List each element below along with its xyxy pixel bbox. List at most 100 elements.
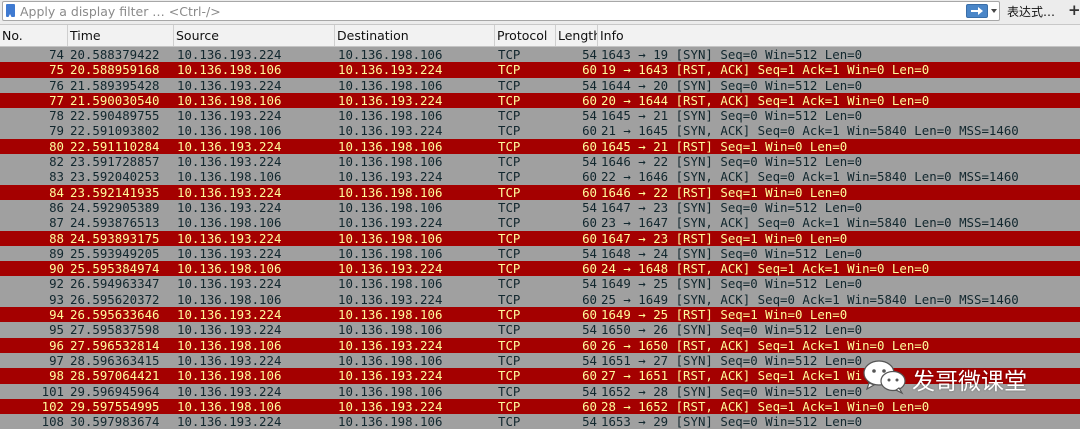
packet-row[interactable]: 97 28.596363415 10.136.193.224 10.136.198.1… xyxy=(0,352,1080,369)
packet-row[interactable]: 93 26.595620372 10.136.198.106 10.136.193.2… xyxy=(0,291,1080,308)
packet-row[interactable]: 102 29.597554995 10.136.198.106 10.136.193.… xyxy=(0,398,1080,415)
packet-number: 97 xyxy=(49,352,64,368)
packet-info: 21 → 1645 [SYN, ACK] Seq=0 Ack=1 Win=584… xyxy=(601,123,1019,139)
packet-source: 10.136.198.106 xyxy=(177,291,282,307)
packet-number: 84 xyxy=(49,184,64,200)
packet-protocol: TCP xyxy=(498,352,521,368)
packet-source: 10.136.193.224 xyxy=(177,154,282,170)
packet-row[interactable]: 82 23.591728857 10.136.193.224 10.136.198.1… xyxy=(0,154,1080,170)
packet-destination: 10.136.198.106 xyxy=(338,77,443,93)
column-header-length[interactable]: Length xyxy=(556,25,598,46)
packet-row[interactable]: 95 27.595837598 10.136.193.224 10.136.198.1… xyxy=(0,322,1080,338)
column-header-no[interactable]: No. xyxy=(0,25,68,46)
packet-number: 98 xyxy=(49,368,64,384)
packet-destination: 10.136.198.106 xyxy=(338,322,443,338)
packet-destination: 10.136.198.106 xyxy=(338,154,443,170)
packet-length: 60 xyxy=(582,337,597,353)
packet-row[interactable]: 108 30.597983674 10.136.193.224 10.136.198.… xyxy=(0,414,1080,429)
packet-info: 1644 → 20 [SYN] Seq=0 Win=512 Len=0 xyxy=(601,77,863,93)
display-filter-box[interactable] xyxy=(2,1,1000,21)
packet-number: 83 xyxy=(49,169,64,185)
bookmark-icon[interactable] xyxy=(6,4,15,18)
packet-info: 23 → 1647 [SYN, ACK] Seq=0 Ack=1 Win=584… xyxy=(601,215,1019,231)
packet-protocol: TCP xyxy=(498,199,521,215)
packet-source: 10.136.193.224 xyxy=(177,230,282,246)
packet-destination: 10.136.193.224 xyxy=(338,291,443,307)
packet-time: 20.588379422 xyxy=(70,47,160,62)
packet-row[interactable]: 101 29.596945964 10.136.193.224 10.136.198.… xyxy=(0,383,1080,399)
display-filter-toolbar: 表达式… + xyxy=(0,0,1080,25)
expression-button[interactable]: 表达式… xyxy=(1007,5,1056,19)
packet-info: 19 → 1643 [RST, ACK] Seq=1 Ack=1 Win=0 L… xyxy=(601,62,930,78)
packet-time: 22.590489755 xyxy=(70,108,160,124)
packet-source: 10.136.198.106 xyxy=(177,92,282,108)
packet-number: 96 xyxy=(49,337,64,353)
packet-time: 27.595837598 xyxy=(70,322,160,338)
packet-time: 25.595384974 xyxy=(70,261,160,277)
packet-row[interactable]: 92 26.594963347 10.136.193.224 10.136.198.1… xyxy=(0,276,1080,292)
packet-protocol: TCP xyxy=(498,383,521,399)
packet-protocol: TCP xyxy=(498,154,521,170)
packet-time: 29.597554995 xyxy=(70,398,160,414)
packet-length: 60 xyxy=(582,92,597,108)
packet-length: 60 xyxy=(582,230,597,246)
packet-protocol: TCP xyxy=(498,337,521,353)
packet-info: 1649 → 25 [SYN] Seq=0 Win=512 Len=0 xyxy=(601,276,863,292)
packet-row[interactable]: 89 25.593949205 10.136.193.224 10.136.198.1… xyxy=(0,245,1080,262)
packet-row[interactable]: 79 22.591093802 10.136.198.106 10.136.193.2… xyxy=(0,123,1080,139)
packet-row[interactable]: 83 23.592040253 10.136.198.106 10.136.193.2… xyxy=(0,169,1080,185)
display-filter-input[interactable] xyxy=(20,2,940,20)
packet-number: 87 xyxy=(49,215,64,231)
apply-filter-button[interactable] xyxy=(966,4,988,18)
packet-destination: 10.136.193.224 xyxy=(338,337,443,353)
packet-row[interactable]: 84 23.592141935 10.136.193.224 10.136.198.1… xyxy=(0,184,1080,200)
packet-protocol: TCP xyxy=(498,184,521,200)
packet-row[interactable]: 98 28.597064421 10.136.198.106 10.136.193.2… xyxy=(0,368,1080,384)
packet-row[interactable]: 75 20.588959168 10.136.198.106 10.136.193.2… xyxy=(0,62,1080,78)
packet-row[interactable]: 88 24.593893175 10.136.193.224 10.136.198.1… xyxy=(0,230,1080,246)
packet-length: 54 xyxy=(582,245,597,261)
packet-time: 22.591093802 xyxy=(70,123,160,139)
column-header-protocol[interactable]: Protocol xyxy=(495,25,556,46)
packet-row[interactable]: 77 21.590030540 10.136.198.106 10.136.193.2… xyxy=(0,92,1080,109)
packet-row[interactable]: 94 26.595633646 10.136.193.224 10.136.198.1… xyxy=(0,307,1080,323)
packet-time: 23.592040253 xyxy=(70,169,160,185)
packet-length: 54 xyxy=(582,352,597,368)
packet-destination: 10.136.198.106 xyxy=(338,414,443,429)
add-filter-button[interactable]: + xyxy=(1068,1,1080,19)
packet-destination: 10.136.193.224 xyxy=(338,368,443,384)
packet-source: 10.136.198.106 xyxy=(177,337,282,353)
packet-length: 60 xyxy=(582,307,597,323)
packet-protocol: TCP xyxy=(498,47,521,62)
packet-time: 27.596532814 xyxy=(70,337,160,353)
packet-row[interactable]: 86 24.592905389 10.136.193.224 10.136.198.1… xyxy=(0,199,1080,216)
packet-destination: 10.136.193.224 xyxy=(338,398,443,414)
packet-list-header: No. Time Source Destination Protocol Len… xyxy=(0,25,1080,47)
packet-row[interactable]: 74 20.588379422 10.136.193.224 10.136.198.1… xyxy=(0,47,1080,63)
packet-row[interactable]: 78 22.590489755 10.136.193.224 10.136.198.1… xyxy=(0,108,1080,124)
packet-time: 23.591728857 xyxy=(70,154,160,170)
packet-info: 25 → 1649 [SYN, ACK] Seq=0 Ack=1 Win=584… xyxy=(601,291,1019,307)
watermark-text: 发哥微课堂 xyxy=(912,369,1027,395)
packet-info: 1649 → 25 [RST] Seq=1 Win=0 Len=0 xyxy=(601,307,848,323)
packet-time: 24.592905389 xyxy=(70,199,160,215)
packet-source: 10.136.198.106 xyxy=(177,398,282,414)
packet-row[interactable]: 76 21.589395428 10.136.193.224 10.136.198.1… xyxy=(0,77,1080,93)
packet-row[interactable]: 96 27.596532814 10.136.198.106 10.136.193.2… xyxy=(0,337,1080,353)
packet-source: 10.136.198.106 xyxy=(177,368,282,384)
packet-row[interactable]: 87 24.593876513 10.136.198.106 10.136.193.2… xyxy=(0,215,1080,231)
column-header-destination[interactable]: Destination xyxy=(335,25,495,46)
packet-length: 54 xyxy=(582,154,597,170)
packet-info: 1643 → 19 [SYN] Seq=0 Win=512 Len=0 xyxy=(601,47,863,62)
column-header-source[interactable]: Source xyxy=(174,25,335,46)
packet-length: 60 xyxy=(582,215,597,231)
column-header-time[interactable]: Time xyxy=(68,25,174,46)
column-header-info[interactable]: Info xyxy=(600,28,624,43)
packet-time: 29.596945964 xyxy=(70,383,160,399)
packet-info: 1647 → 23 [SYN] Seq=0 Win=512 Len=0 xyxy=(601,199,863,215)
packet-row[interactable]: 90 25.595384974 10.136.198.106 10.136.193.2… xyxy=(0,261,1080,277)
packet-row[interactable]: 80 22.591110284 10.136.193.224 10.136.198.1… xyxy=(0,138,1080,155)
chevron-down-icon[interactable] xyxy=(991,9,997,13)
packet-protocol: TCP xyxy=(498,322,521,338)
packet-destination: 10.136.193.224 xyxy=(338,92,443,108)
